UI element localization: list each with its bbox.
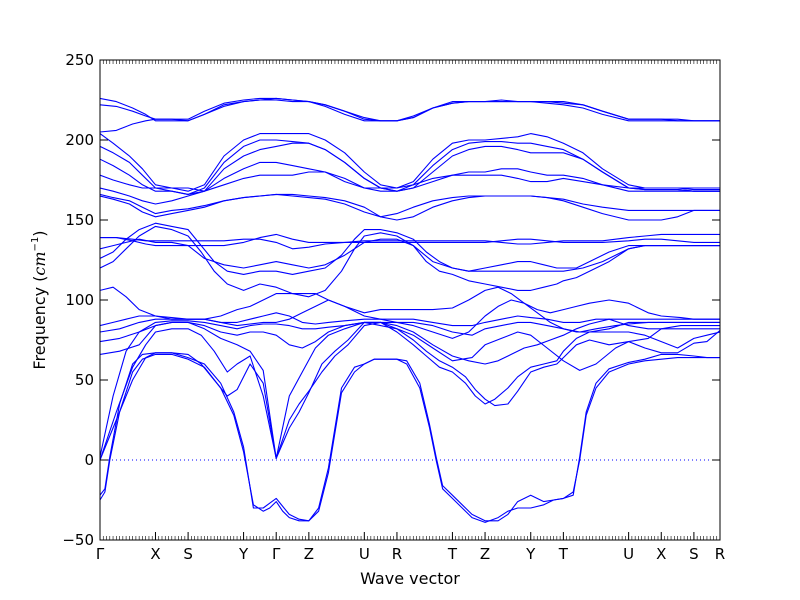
band-line-24 [100,97,720,122]
band-line-2 [100,352,720,522]
y-axis-title-prefix: Frequency ( [30,276,49,370]
y-axis-title-suffix: ) [30,230,49,236]
x-tick-label: X [656,545,666,563]
y-tick-label: 150 [65,211,94,229]
y-axis-title-exponent: −1 [30,237,41,252]
y-tick-label: 50 [75,371,94,389]
band-line-21 [100,139,720,195]
x-tick-label: Y [238,545,249,563]
x-tick-label: Y [525,545,536,563]
y-tick-label: 0 [84,451,94,469]
band-line-14 [100,233,720,247]
series-layer [100,97,720,523]
y-tick-label: −50 [62,531,94,549]
x-tick-label: T [558,545,569,563]
x-tick-label: Γ [272,545,281,563]
band-line-6 [100,321,720,371]
x-tick-label: Γ [96,545,105,563]
y-tick-label: 250 [65,51,94,69]
band-line-25 [100,97,720,122]
x-tick-label: Z [480,545,490,563]
x-tick-label: U [623,545,634,563]
minor-ticks-layer [99,60,721,540]
x-tick-label: R [715,545,725,563]
x-tick-label: T [447,545,458,563]
x-tick-label: S [689,545,699,563]
y-tick-label: 200 [65,131,94,149]
x-tick-label: X [150,545,160,563]
x-tick-label: R [392,545,402,563]
x-axis-title: Wave vector [360,569,460,588]
band-line-15 [100,233,720,250]
band-line-3 [100,321,720,461]
y-axis-title: Frequency (cm−1) [30,230,49,369]
band-line-10 [100,286,720,320]
y-axis-title-unit: cm [30,251,49,275]
x-tick-label: S [183,545,193,563]
x-tick-label: Z [304,545,314,563]
band-line-4 [100,321,720,461]
band-line-19 [100,161,720,192]
band-line-16 [100,193,720,221]
x-tick-label: U [359,545,370,563]
y-tick-label: 100 [65,291,94,309]
band-line-17 [100,193,720,221]
band-line-5 [100,318,720,459]
y-axis-ticks: −50 0 50 100 150 200 250 [62,51,720,549]
band-line-22 [100,133,720,192]
